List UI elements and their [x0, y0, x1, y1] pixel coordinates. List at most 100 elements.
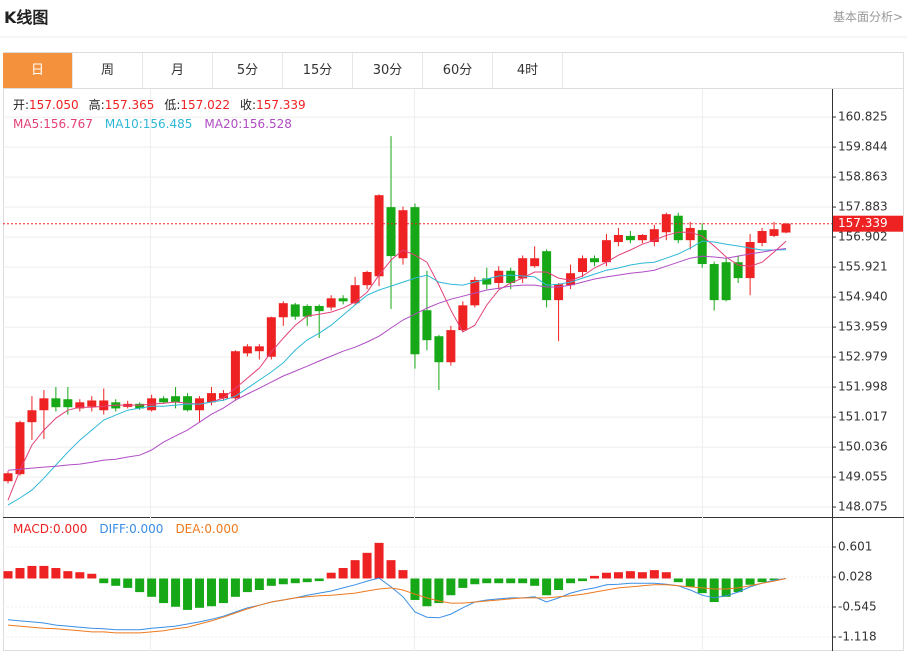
candle-body [15, 422, 25, 475]
candle-body [554, 284, 564, 301]
macd-bar [422, 578, 432, 607]
info-label: 低: [164, 98, 180, 112]
macd-bar [482, 578, 492, 584]
macd-bar [494, 578, 504, 584]
y-tick-label: 158.863 [838, 170, 888, 184]
period-tab[interactable]: 日 [3, 53, 73, 88]
legend-name: DIFF: [99, 522, 129, 536]
legend-value: 156.767 [43, 117, 93, 131]
candle-body [458, 305, 468, 331]
candle-body [314, 305, 324, 312]
period-tab[interactable]: 30分 [353, 53, 423, 88]
candle-body [75, 402, 85, 409]
macd-bar [518, 578, 528, 584]
macd-bar [709, 578, 719, 603]
macd-bar [601, 572, 611, 579]
macd-bar [649, 570, 659, 579]
info-value: 157.365 [105, 98, 155, 112]
candle-body [625, 235, 635, 241]
macd-bar [398, 570, 408, 579]
analysis-link[interactable]: 基本面分析> [832, 10, 903, 24]
macd-bar [266, 578, 276, 586]
candle-body [434, 336, 444, 363]
macd-bar [15, 568, 25, 579]
macd-bar [147, 578, 157, 597]
macd-bar [458, 578, 468, 588]
legend-name: MA10: [105, 117, 143, 131]
candle-body [601, 240, 611, 263]
y-tick-label: 159.844 [838, 140, 888, 154]
macd-bar [673, 578, 683, 583]
macd-bar [434, 578, 444, 604]
candle-body [218, 393, 228, 399]
candle-body [290, 304, 300, 317]
period-tab[interactable]: 5分 [213, 53, 283, 88]
candle-body [362, 271, 372, 286]
candle-body [386, 207, 396, 257]
macd-bar [542, 578, 552, 596]
macd-bar [506, 578, 516, 584]
y-tick-label: 156.902 [838, 230, 888, 244]
y-tick-label: 154.940 [838, 290, 888, 304]
candle-body [51, 398, 61, 408]
candle-body [87, 400, 97, 407]
macd-bar [637, 572, 647, 579]
y-tick-label: 157.883 [838, 200, 888, 214]
info-value: 157.022 [180, 98, 230, 112]
y-tick-label: 149.055 [838, 470, 888, 484]
macd-bar [99, 578, 109, 584]
y-tick-label: 151.017 [838, 410, 888, 424]
y-tick-label: 151.998 [838, 380, 888, 394]
ohlc-info: 开:157.050 高:157.365 低:157.022 收:157.339 [13, 97, 306, 112]
macd-bar [302, 578, 312, 583]
candle-body [697, 230, 707, 265]
candle-body [39, 398, 49, 411]
info-label: 开: [13, 98, 29, 112]
y-tick-label: 155.921 [838, 260, 888, 274]
macd-bar [721, 578, 731, 597]
legend-name: DEA: [175, 522, 204, 536]
candle-body [530, 258, 540, 267]
macd-bar [111, 578, 121, 586]
candle-body [135, 403, 145, 409]
macd-bar [39, 565, 49, 579]
y-tick-label: 153.959 [838, 320, 888, 334]
candle-body [781, 223, 791, 233]
period-tab[interactable]: 60分 [423, 53, 493, 88]
macd-bar [51, 568, 61, 579]
macd-bar [159, 578, 169, 604]
macd-bar [410, 578, 420, 600]
candle-body [350, 285, 360, 304]
candle-body [338, 298, 348, 302]
macd-bar [123, 578, 133, 588]
candle-body [206, 393, 216, 403]
period-tab[interactable]: 周 [73, 53, 143, 88]
macd-line [7, 578, 787, 634]
candle-body [733, 262, 743, 279]
candle-body [494, 270, 504, 284]
macd-bar [63, 571, 73, 579]
macd-bar [27, 565, 37, 579]
period-tab[interactable]: 15分 [283, 53, 353, 88]
macd-bar [374, 542, 384, 579]
ma-line [7, 231, 787, 501]
candle-body [673, 215, 683, 241]
period-tab[interactable]: 月 [143, 53, 213, 88]
macd-bar [3, 571, 13, 579]
macd-bar [697, 578, 707, 594]
macd-bar [554, 578, 564, 591]
info-value: 157.050 [29, 98, 79, 112]
candle-body [230, 351, 240, 399]
period-tab[interactable]: 4时 [493, 53, 563, 88]
macd-bar [745, 578, 755, 585]
last-price-box [833, 215, 903, 232]
period-tabs: 日周月 5分 15分 30分 60分 4时 [3, 53, 563, 88]
macd-bar [230, 578, 240, 597]
macd-bar [685, 578, 695, 587]
macd-bar [566, 578, 576, 584]
macd-bar [171, 578, 181, 607]
macd-bar [254, 578, 264, 591]
candle-body [566, 273, 576, 286]
macd-bar [75, 572, 85, 579]
legend-value: 156.485 [143, 117, 193, 131]
